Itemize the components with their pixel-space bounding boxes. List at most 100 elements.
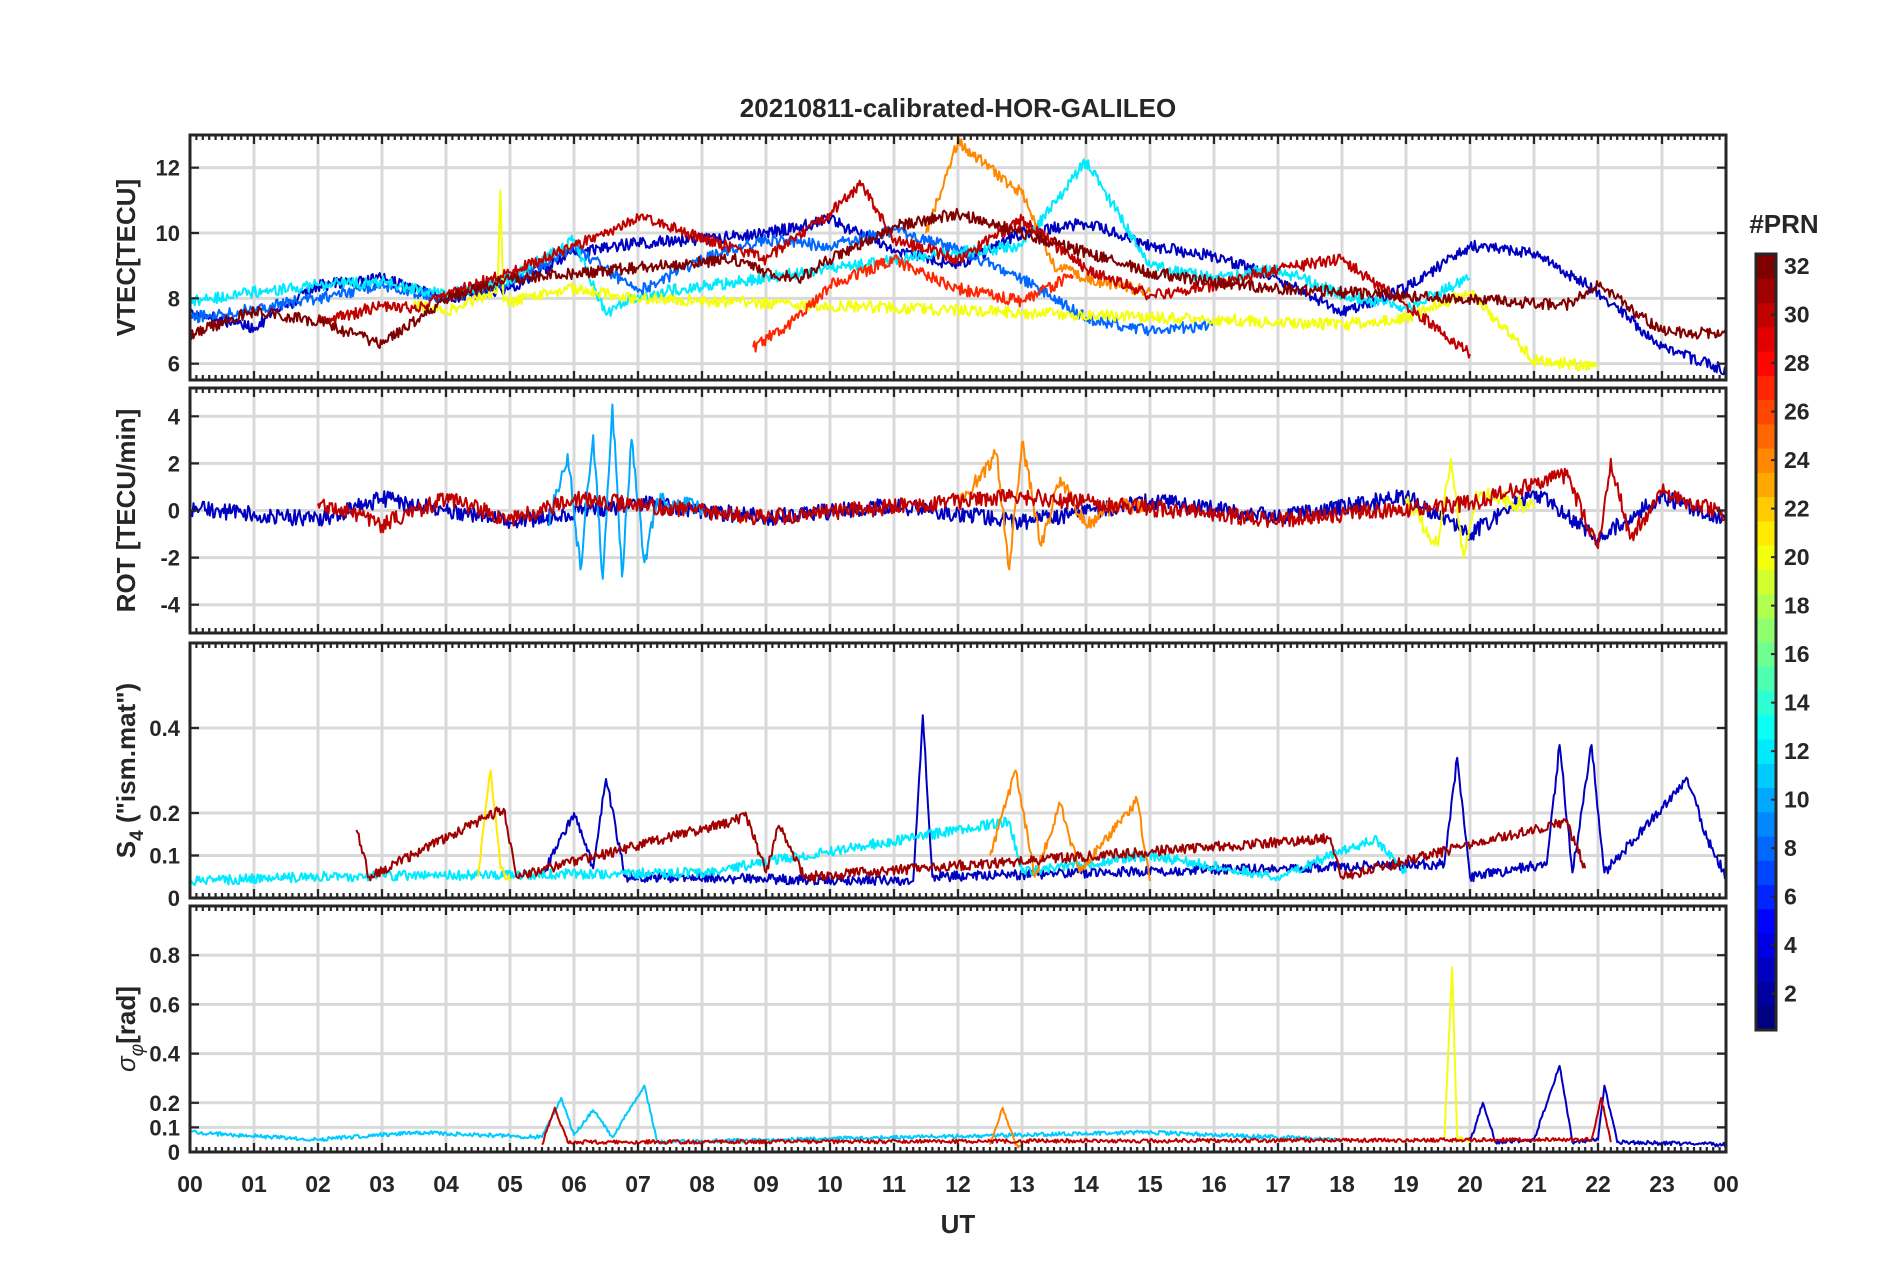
panel-sigma: 00.10.2 0.4 0.6 0.8σφ[rad]: [111, 904, 1728, 1165]
y-axis-label-vtec: VTEC[TECU]: [111, 179, 141, 336]
x-tick-label: 00: [177, 1171, 203, 1197]
series-line-prn-30: [541, 1096, 1612, 1146]
series-line-prn-30: [317, 179, 1471, 359]
series-line-prn-11: [190, 1084, 1343, 1145]
x-tick-label: 14: [1073, 1171, 1099, 1197]
y-tick-label: 2: [168, 451, 180, 476]
series-line-prn-3: [541, 714, 1726, 887]
colorbar-tick-label: 10: [1784, 787, 1810, 813]
y-tick-label: 0.2: [149, 801, 180, 826]
colorbar-tick-label: 26: [1784, 399, 1810, 425]
x-tick-label: 12: [945, 1171, 971, 1197]
colorbar-step: [1756, 763, 1776, 789]
colorbar-step: [1756, 884, 1776, 910]
x-tick-label: 21: [1521, 1171, 1547, 1197]
colorbar-step: [1756, 278, 1776, 304]
series-group: [190, 966, 1726, 1149]
colorbar-step: [1756, 908, 1776, 934]
colorbar-step: [1756, 860, 1776, 886]
panel-vtec: 6 8 10 12 VTEC[TECU]: [111, 133, 1728, 382]
colorbar-tick-label: 16: [1784, 641, 1810, 667]
colorbar-step: [1756, 496, 1776, 522]
x-tick-label: 23: [1649, 1171, 1675, 1197]
axis-ticks: [188, 388, 1728, 633]
colorbar-step: [1756, 254, 1776, 279]
x-tick-label: 18: [1329, 1171, 1355, 1197]
colorbar-tick-label: 24: [1784, 447, 1810, 473]
colorbar-tick-label: 28: [1784, 350, 1810, 376]
x-tick-label: 09: [753, 1171, 779, 1197]
colorbar-step: [1756, 423, 1776, 449]
x-tick-label: 06: [561, 1171, 587, 1197]
colorbar-frame: [1754, 252, 1778, 1032]
x-tick-label: 00: [1713, 1171, 1739, 1197]
x-tick-label: 17: [1265, 1171, 1291, 1197]
y-tick-label: 0.4: [149, 1042, 180, 1067]
colorbar-tick-label: 4: [1784, 932, 1797, 958]
colorbar-label: #PRN: [1749, 209, 1818, 239]
x-tick-label: 11: [882, 1171, 907, 1197]
series-line-prn-27: [752, 254, 1075, 353]
colorbar-step: [1756, 714, 1776, 740]
colorbar-tick-label: 14: [1784, 690, 1810, 716]
y-tick-label: 0.1: [149, 844, 180, 869]
colorbar-tick-label: 2: [1784, 981, 1797, 1007]
colorbar-tick-label: 32: [1784, 253, 1810, 279]
colorbar-step: [1756, 981, 1776, 1007]
colorbar-step: [1756, 957, 1776, 983]
colorbar-step: [1756, 520, 1776, 546]
x-tick-label: 10: [817, 1171, 843, 1197]
colorbar-step: [1756, 593, 1776, 619]
series-line-prn-24: [989, 1106, 1023, 1149]
colorbar-step: [1756, 811, 1776, 837]
y-tick-label: 10: [156, 221, 180, 246]
colorbar-step: [1756, 472, 1776, 498]
colorbar-tick-label: 22: [1784, 496, 1810, 522]
y-tick-label: 0.1: [149, 1115, 180, 1140]
series-group: [190, 714, 1726, 887]
colorbar-step: [1756, 617, 1776, 643]
x-tick-label: 19: [1393, 1171, 1419, 1197]
colorbar-step: [1756, 569, 1776, 595]
series-line-prn-21: [477, 769, 511, 882]
colorbar-step: [1756, 448, 1776, 473]
colorbar-tick-label: 18: [1784, 593, 1810, 619]
y-tick-label: 0: [168, 499, 180, 524]
y-tick-label: 12: [156, 156, 180, 181]
y-tick-label: 0.8: [149, 943, 180, 968]
y-tick-label: 0.6: [149, 992, 180, 1017]
series-line-prn-10: [547, 403, 703, 580]
colorbar-step: [1756, 642, 1776, 667]
x-tick-label: 03: [369, 1171, 395, 1197]
y-tick-label: 8: [168, 286, 180, 311]
x-tick-label: 01: [241, 1171, 267, 1197]
y-tick-label: 4: [168, 404, 181, 429]
y-axis-label-s4: S4 ("ism.mat"): [111, 683, 148, 858]
x-tick-label: 04: [433, 1171, 459, 1197]
colorbar-step: [1756, 933, 1776, 958]
colorbar-step: [1756, 787, 1776, 813]
series-line-prn-24: [957, 440, 1151, 571]
series-line-prn-20: [1405, 457, 1535, 559]
x-tick-label: 16: [1201, 1171, 1227, 1197]
x-tick-label: 20: [1457, 1171, 1483, 1197]
series-group: [190, 137, 1726, 376]
colorbar-step: [1756, 690, 1776, 716]
colorbar-step: [1756, 836, 1776, 861]
axis-ticks: [188, 643, 1728, 900]
colorbar-step: [1756, 375, 1776, 401]
colorbar-tick-label: 8: [1784, 835, 1797, 861]
series-line-prn-20: [413, 189, 1599, 372]
colorbar-step: [1756, 302, 1776, 328]
series-group: [190, 403, 1726, 580]
colorbar-step: [1756, 666, 1776, 692]
series-line-prn-30: [317, 457, 1726, 550]
chart-title: 20210811-calibrated-HOR-GALILEO: [740, 93, 1176, 123]
colorbar-tick-label: 30: [1784, 302, 1810, 328]
colorbar-step: [1756, 545, 1776, 570]
x-tick-label: 02: [305, 1171, 331, 1197]
series-line-prn-3: [1469, 1064, 1726, 1148]
